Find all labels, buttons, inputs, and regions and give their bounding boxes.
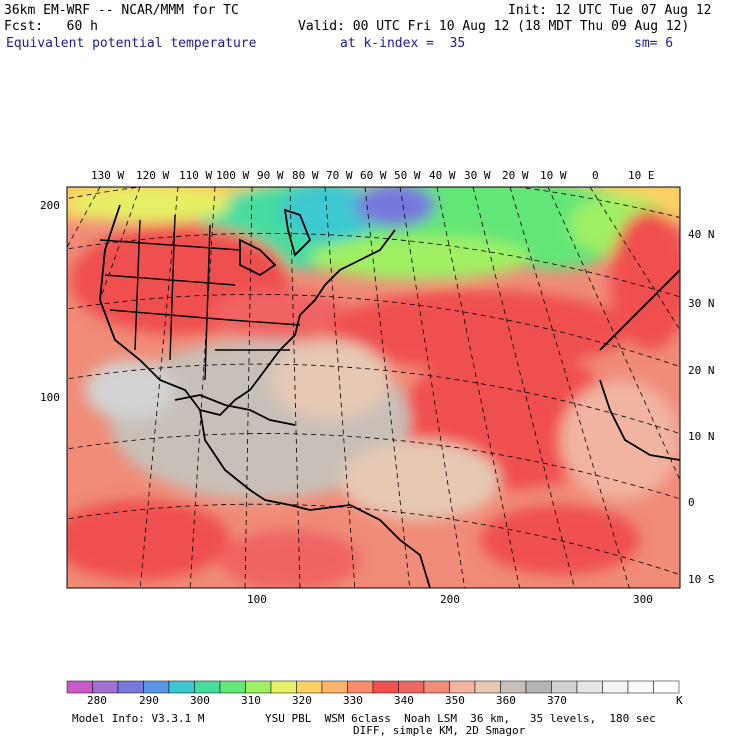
grid-x-label: 100	[247, 593, 267, 606]
lon-label: 50 W	[394, 169, 421, 182]
colorbar-swatch	[168, 680, 195, 694]
lon-label: 60 W	[360, 169, 387, 182]
lon-label: 70 W	[326, 169, 353, 182]
colorbar-swatch	[423, 680, 450, 694]
colorbar-swatch	[219, 680, 246, 694]
colorbar-label: 350	[445, 694, 465, 707]
colorbar-swatch	[245, 680, 272, 694]
lat-label: 40 N	[688, 228, 715, 241]
lon-label: 90 W	[257, 169, 284, 182]
physics-info: YSU PBL WSM 6class Noah LSM 36 km, 35 le…	[265, 712, 656, 725]
init-time: Init: 12 UTC Tue 07 Aug 12	[508, 3, 712, 18]
lon-label: 10 W	[540, 169, 567, 182]
colorbar-swatch	[576, 680, 603, 694]
colorbar-swatch	[372, 680, 399, 694]
colorbar-swatch	[449, 680, 476, 694]
lon-label: 20 W	[502, 169, 529, 182]
colorbar-label: 280	[87, 694, 107, 707]
lon-label: 100 W	[216, 169, 250, 182]
colorbar-label: 290	[139, 694, 159, 707]
colorbar-swatch	[194, 680, 221, 694]
k-index: at k-index = 35	[340, 36, 466, 51]
colorbar-label: 310	[241, 694, 261, 707]
lon-label: 0	[592, 169, 599, 182]
grid-y-label: 200	[40, 199, 60, 212]
colorbar-swatch	[551, 680, 578, 694]
lon-label: 30 W	[464, 169, 491, 182]
colorbar-swatch	[296, 680, 323, 694]
lat-label: 30 N	[688, 297, 715, 310]
grid-y-label: 100	[40, 391, 60, 404]
colorbar-swatch	[500, 680, 527, 694]
colorbar-swatch	[627, 680, 654, 694]
colorbar-label: 360	[496, 694, 516, 707]
colorbar-swatch	[66, 680, 93, 694]
colorbar-swatch	[270, 680, 297, 694]
lat-label: 20 N	[688, 364, 715, 377]
colorbar-swatch	[525, 680, 552, 694]
valid-time: Valid: 00 UTC Fri 10 Aug 12 (18 MDT Thu …	[298, 19, 690, 34]
lat-label: 0	[688, 496, 695, 509]
lon-label: 40 W	[429, 169, 456, 182]
colorbar-swatch	[474, 680, 501, 694]
lon-label: 130 W	[91, 169, 125, 182]
lon-label: 120 W	[136, 169, 170, 182]
diffusion-info: DIFF, simple KM, 2D Smagor	[353, 724, 526, 737]
colorbar-label: 320	[292, 694, 312, 707]
model-info: Model Info: V3.3.1 M	[72, 712, 205, 725]
smoothing: sm= 6	[634, 36, 674, 51]
lon-label: 80 W	[292, 169, 319, 182]
colorbar-label: 300	[190, 694, 210, 707]
lon-label: 110 W	[179, 169, 213, 182]
colorbar-swatch	[602, 680, 629, 694]
lat-label: 10 S	[688, 573, 715, 586]
colorbar-swatch	[321, 680, 348, 694]
colorbar-unit: K	[676, 694, 683, 707]
colorbar-swatch	[117, 680, 144, 694]
forecast-hour: Fcst: 60 h	[4, 19, 98, 34]
colorbar-swatch	[398, 680, 425, 694]
colorbar-label: 330	[343, 694, 363, 707]
grid-x-label: 300	[633, 593, 653, 606]
lon-label: 10 E	[628, 169, 655, 182]
colorbar-swatch	[653, 680, 680, 694]
field-name: Equivalent potential temperature	[6, 36, 257, 51]
colorbar-label: 370	[547, 694, 567, 707]
grid-x-label: 200	[440, 593, 460, 606]
colorbar-swatch	[92, 680, 119, 694]
model-title: 36km EM-WRF -- NCAR/MMM for TC	[4, 3, 239, 18]
colorbar-swatch	[143, 680, 170, 694]
colorbar-swatch	[347, 680, 374, 694]
colorbar-label: 340	[394, 694, 414, 707]
lat-label: 10 N	[688, 430, 715, 443]
